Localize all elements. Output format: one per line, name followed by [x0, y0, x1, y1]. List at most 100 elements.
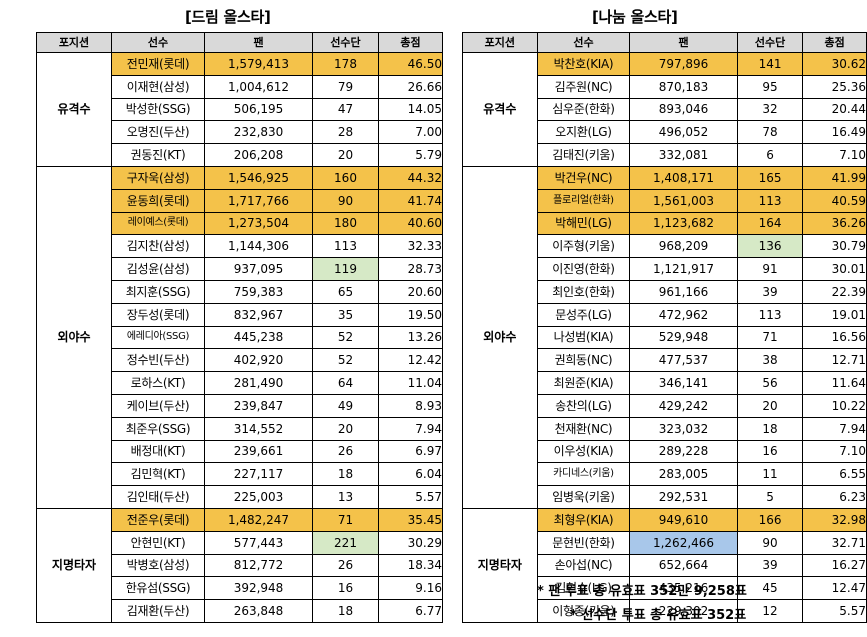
total-score-cell: 6.04 — [378, 462, 443, 487]
total-score-cell: 19.01 — [802, 302, 867, 327]
total-score-cell: 35.45 — [378, 507, 443, 532]
player-name-cell: 이형종(키움) — [536, 599, 631, 623]
table-row: 김주원(NC) 870,183 95 25.36 — [463, 74, 867, 99]
player-name-cell: 문현빈(한화) — [536, 530, 631, 555]
fan-vote-cell: 232,830 — [204, 120, 313, 145]
player-vote-cell: 113 — [312, 234, 379, 259]
total-score-cell: 6.55 — [802, 462, 867, 487]
player-vote-cell: 90 — [736, 530, 804, 555]
table-row: 에레디아(SSG) 445,238 52 13.26 — [37, 325, 443, 350]
table-row: 윤동희(롯데) 1,717,766 90 41.74 — [37, 188, 443, 213]
player-vote-cell: 71 — [312, 507, 379, 532]
player-vote-cell: 180 — [312, 211, 379, 236]
player-name-cell: 김성윤(삼성) — [111, 257, 205, 281]
player-name-cell: 송찬의(LG) — [536, 393, 631, 418]
player-name-cell: 박성한(SSG) — [111, 97, 205, 122]
player-name-cell: 최지훈(SSG) — [111, 279, 205, 304]
fan-vote-cell: 870,183 — [629, 74, 738, 99]
player-vote-cell: 113 — [736, 302, 804, 327]
player-vote-cell: 18 — [312, 462, 379, 487]
player-name-cell: 심우준(한화) — [536, 97, 631, 122]
header-total: 총점 — [378, 32, 443, 53]
table-row: 임병욱(키움) 292,531 5 6.23 — [463, 485, 867, 509]
fan-vote-cell: 445,238 — [204, 325, 313, 350]
player-name-cell: 레이예스(롯데) — [111, 211, 205, 236]
player-vote-cell: 16 — [312, 576, 379, 601]
total-score-cell: 30.62 — [802, 52, 867, 76]
player-vote-cell: 119 — [312, 257, 379, 281]
fan-vote-total-note: * 팬 투표 총 유효표 352만 9,258표 — [537, 584, 747, 599]
fan-vote-cell: 832,967 — [204, 302, 313, 327]
fan-vote-cell: 961,166 — [629, 279, 738, 304]
total-score-cell: 30.79 — [802, 234, 867, 259]
table-row: 카디네스(키움) 283,005 11 6.55 — [463, 462, 867, 487]
total-score-cell: 36.26 — [802, 211, 867, 236]
player-vote-cell: 47 — [312, 97, 379, 122]
fan-vote-cell: 937,095 — [204, 257, 313, 281]
player-name-cell: 윤동희(롯데) — [111, 188, 205, 213]
header-players-vote: 선수단 — [736, 32, 804, 53]
table-row: 안현민(KT) 577,443 221 30.29 — [37, 530, 443, 555]
position-cell: 유격수 — [462, 52, 538, 167]
player-vote-cell: 160 — [312, 165, 379, 190]
fan-vote-cell: 1,546,925 — [204, 165, 313, 190]
table-row: 이주형(키움) 968,209 136 30.79 — [463, 234, 867, 259]
table-row: 문성주(LG) 472,962 113 19.01 — [463, 302, 867, 327]
total-score-cell: 7.10 — [802, 439, 867, 464]
player-vote-total-note: * 선수단 투표 총 유효표 352표 — [570, 608, 747, 623]
table-row: 이우성(KIA) 289,228 16 7.10 — [463, 439, 867, 464]
fan-vote-cell: 1,273,504 — [204, 211, 313, 236]
fan-vote-cell: 529,948 — [629, 325, 738, 350]
table-row: 나성범(KIA) 529,948 71 16.56 — [463, 325, 867, 350]
total-score-cell: 20.44 — [802, 97, 867, 122]
player-name-cell: 정수빈(두산) — [111, 348, 205, 373]
player-name-cell: 임병욱(키움) — [536, 485, 631, 509]
player-vote-cell: 136 — [736, 234, 804, 259]
player-vote-cell: 90 — [312, 188, 379, 213]
player-name-cell: 구자욱(삼성) — [111, 165, 205, 190]
table-row: 심우준(한화) 893,046 32 20.44 — [463, 97, 867, 122]
total-score-cell: 32.33 — [378, 234, 443, 259]
header-fan: 팬 — [204, 32, 313, 53]
player-vote-cell: 141 — [736, 52, 804, 76]
player-vote-cell: 95 — [736, 74, 804, 99]
fan-vote-cell: 1,262,466 — [629, 530, 738, 555]
table-header-row: 포지션 선수 팬 선수단 총점 — [462, 32, 867, 53]
player-vote-cell: 52 — [312, 348, 379, 373]
fan-vote-cell: 323,032 — [629, 416, 738, 441]
player-name-cell: 플로리얼(한화) — [536, 188, 631, 213]
player-vote-cell: 49 — [312, 393, 379, 418]
total-score-cell: 40.59 — [802, 188, 867, 213]
total-score-cell: 7.94 — [802, 416, 867, 441]
total-score-cell: 41.99 — [802, 165, 867, 190]
total-score-cell: 5.57 — [378, 485, 443, 509]
fan-vote-cell: 1,561,003 — [629, 188, 738, 213]
player-name-cell: 김지찬(삼성) — [111, 234, 205, 259]
player-name-cell: 전민재(롯데) — [111, 52, 205, 76]
table-row: 외야수 구자욱(삼성) 1,546,925 160 44.32 — [36, 165, 443, 509]
player-vote-cell: 91 — [736, 257, 804, 281]
total-score-cell: 46.50 — [378, 52, 443, 76]
table-row: 문현빈(한화) 1,262,466 90 32.71 — [463, 530, 867, 555]
position-cell: 지명타자 — [36, 507, 112, 623]
header-position: 포지션 — [462, 32, 538, 53]
player-vote-cell: 45 — [736, 576, 804, 601]
position-cell: 지명타자 — [462, 507, 538, 623]
total-score-cell: 12.47 — [802, 576, 867, 601]
fan-vote-cell: 429,242 — [629, 393, 738, 418]
player-vote-cell: 5 — [736, 485, 804, 509]
player-vote-cell: 64 — [312, 371, 379, 395]
total-score-cell: 8.93 — [378, 393, 443, 418]
player-vote-cell: 12 — [736, 599, 804, 623]
fan-vote-cell: 1,123,682 — [629, 211, 738, 236]
player-name-cell: 최준우(SSG) — [111, 416, 205, 441]
player-name-cell: 이진영(한화) — [536, 257, 631, 281]
fan-vote-cell: 283,005 — [629, 462, 738, 487]
header-player: 선수 — [536, 32, 631, 53]
fan-vote-cell: 263,848 — [204, 599, 313, 623]
fan-vote-cell: 289,228 — [629, 439, 738, 464]
player-name-cell: 로하스(KT) — [111, 371, 205, 395]
table-row: 김태진(키움) 332,081 6 7.10 — [463, 143, 867, 167]
total-score-cell: 9.16 — [378, 576, 443, 601]
table-row: 김재환(두산) 263,848 18 6.77 — [37, 599, 443, 623]
